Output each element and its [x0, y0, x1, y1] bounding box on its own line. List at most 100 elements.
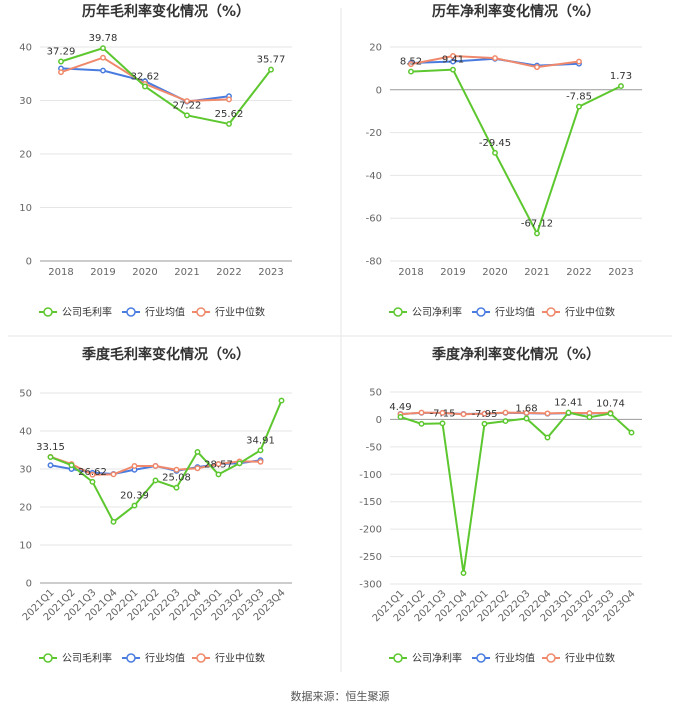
data-point-industry-median: [100, 54, 106, 61]
series-line-company: [50, 400, 283, 524]
data-label: 28.57: [204, 459, 233, 470]
data-point-industry-median: [257, 458, 264, 465]
y-tick-label: -200: [359, 525, 382, 536]
legend-marker: [196, 653, 206, 663]
data-point-company: [523, 415, 530, 422]
data-label: -7.95: [472, 409, 498, 420]
data-label: 8.52: [400, 57, 422, 68]
y-tick-label: -20: [366, 128, 382, 139]
quarterly-net-margin-chart: 季度净利率变化情况（%）-300-250-200-150-100-5005020…: [359, 346, 642, 665]
data-point-company: [58, 58, 64, 65]
data-point-company: [194, 448, 201, 455]
annual-gross-margin-chart: 历年毛利率变化情况（%） 0 10 20 30 40 2018 2019 2020 2021 202…: [19, 3, 292, 319]
y-tick-label: 0: [376, 85, 382, 96]
data-label: 1.73: [610, 71, 632, 82]
data-point-company: [439, 420, 446, 427]
x-tick-label: 2021: [174, 267, 199, 278]
data-label: 34.91: [246, 435, 275, 446]
data-point-industry-median: [408, 61, 414, 68]
y-tick-label: 10: [19, 203, 32, 214]
data-point-industry-median: [439, 409, 446, 416]
series-line-company: [410, 68, 622, 236]
y-tick-label: 30: [19, 465, 32, 476]
x-tick-label: 2021: [524, 267, 549, 278]
y-tick-label: -150: [359, 497, 382, 508]
data-label: 4.49: [389, 402, 411, 413]
data-point-company: [68, 462, 75, 469]
data-label: 1.68: [515, 404, 537, 415]
data-point-company: [47, 454, 54, 460]
legend-label: 行业中位数: [565, 306, 615, 319]
data-point-industry-median: [523, 409, 530, 416]
data-point-company: [268, 66, 274, 73]
data-point-industry-avg: [100, 67, 106, 74]
y-tick-label: 0: [376, 415, 382, 426]
data-source: 数据来源：恒生聚源: [291, 689, 390, 703]
data-label: 32.62: [131, 71, 160, 82]
data-point-industry-median: [418, 409, 425, 416]
data-point-industry-median: [492, 55, 498, 62]
y-tick-label: 20: [369, 43, 382, 54]
data-label: 25.62: [215, 109, 244, 120]
y-tick-label: 10: [19, 541, 32, 552]
y-tick-label: 20: [19, 150, 32, 161]
y-tick-label: 40: [19, 43, 32, 54]
x-tick-label: 2022: [566, 267, 591, 278]
legend-marker: [196, 307, 206, 317]
data-point-company: [226, 120, 232, 127]
x-tick-label: 2018: [398, 267, 423, 278]
legend-label: 行业均值: [145, 652, 185, 665]
x-tick-label: 2019: [440, 267, 465, 278]
series-line-company: [400, 411, 633, 574]
data-point-company: [215, 471, 222, 478]
data-label: 25.08: [162, 473, 191, 484]
legend-marker: [126, 307, 136, 317]
y-tick-label: -100: [359, 470, 382, 481]
data-point-industry-median: [502, 409, 509, 416]
legend-label: 公司毛利率: [62, 306, 112, 319]
data-point-industry-median: [184, 98, 190, 104]
data-point-company: [408, 68, 414, 75]
data-point-industry-median: [226, 96, 232, 103]
legend-marker: [546, 307, 556, 317]
data-point-company: [544, 434, 551, 441]
x-tick-label: 2022: [216, 267, 241, 278]
data-point-industry-median: [215, 461, 222, 468]
data-point-industry-median: [534, 64, 540, 71]
data-point-company: [618, 83, 624, 90]
y-tick-label: -40: [366, 171, 382, 182]
chart-title: 季度毛利率变化情况（%）: [81, 346, 250, 363]
data-label: -7.85: [566, 92, 592, 103]
data-point-company: [565, 409, 572, 416]
y-tick-label: -80: [366, 257, 382, 268]
y-tick-label: 0: [26, 257, 32, 268]
data-point-company: [89, 478, 96, 485]
data-point-industry-median: [58, 69, 64, 76]
data-point-company: [184, 112, 190, 119]
data-point-company: [236, 460, 243, 467]
data-point-company: [460, 570, 467, 576]
legend-label: 行业中位数: [215, 652, 265, 665]
data-point-company: [397, 414, 404, 420]
data-label: 33.15: [36, 442, 65, 453]
data-point-company: [492, 149, 498, 156]
data-point-industry-avg: [47, 462, 54, 469]
data-point-company: [257, 447, 264, 454]
legend-marker: [43, 653, 53, 663]
y-tick-label: -250: [359, 552, 382, 563]
legend-label: 公司净利率: [412, 652, 462, 665]
chart-title: 历年毛利率变化情况（%）: [82, 3, 250, 20]
data-point-industry-avg: [450, 58, 456, 65]
legend-label: 行业中位数: [565, 652, 615, 665]
data-point-company: [173, 484, 180, 491]
legend-marker: [126, 653, 136, 663]
data-point-company: [450, 66, 456, 73]
y-tick-label: -300: [359, 580, 382, 591]
legend-label: 行业均值: [145, 306, 185, 319]
x-tick-label: 2020: [482, 267, 507, 278]
legend-label: 公司净利率: [412, 306, 462, 319]
data-point-industry-median: [450, 53, 456, 59]
data-point-company: [278, 397, 285, 404]
data-point-industry-median: [481, 410, 488, 417]
